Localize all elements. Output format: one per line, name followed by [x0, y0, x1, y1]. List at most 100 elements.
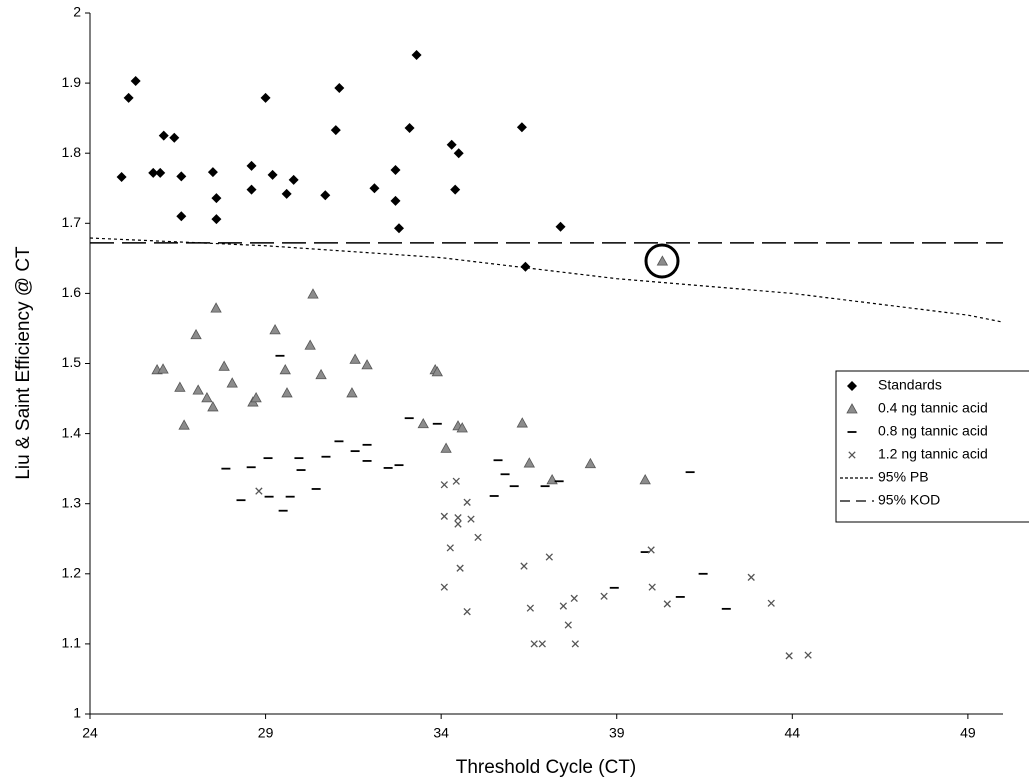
triangle-marker — [157, 363, 169, 374]
legend-label: 95% PB — [878, 469, 929, 485]
triangle-marker — [440, 442, 452, 453]
y-tick-label: 1.1 — [62, 635, 82, 651]
x-axis-title: Threshold Cycle (CT) — [456, 757, 637, 778]
cross-marker — [747, 573, 755, 581]
cross-marker — [255, 487, 263, 495]
triangle-marker — [656, 255, 669, 266]
cross-marker — [663, 600, 671, 608]
triangle-marker — [226, 377, 238, 388]
diamond-marker — [246, 184, 257, 195]
x-tick-label: 44 — [785, 725, 801, 741]
diamond-marker — [520, 261, 531, 272]
diamond-marker — [130, 75, 141, 86]
diamond-marker — [394, 223, 405, 234]
x-tick-label: 39 — [609, 725, 625, 741]
diamond-marker — [158, 130, 169, 141]
diamond-marker — [281, 188, 292, 199]
cross-marker — [440, 583, 448, 591]
cross-marker — [440, 481, 448, 489]
triangle-marker — [192, 384, 204, 395]
diamond-marker — [169, 132, 180, 143]
diamond-marker — [847, 381, 857, 391]
legend-label: 1.2 ng tannic acid — [878, 446, 988, 462]
triangle-marker — [456, 422, 468, 433]
diamond-marker — [211, 193, 222, 204]
y-axis-title: Liu & Saint Efficiency @ CT — [13, 246, 34, 480]
y-tick-label: 1 — [73, 705, 81, 721]
diamond-marker — [390, 195, 401, 206]
triangle-marker — [304, 339, 316, 350]
diamond-marker — [176, 211, 187, 222]
highlight-circle — [644, 243, 680, 279]
diamond-marker — [123, 92, 134, 103]
cross-marker — [452, 477, 460, 485]
triangle-marker — [279, 363, 291, 375]
triangle-marker — [546, 474, 558, 485]
diamond-marker — [334, 83, 345, 94]
triangle-marker — [210, 302, 222, 313]
cross-marker — [767, 599, 775, 607]
triangle-marker — [250, 392, 262, 403]
diamond-marker — [330, 125, 341, 136]
cross-marker — [570, 594, 578, 602]
reference-line — [89, 237, 1004, 323]
diamond-marker — [207, 167, 218, 178]
cross-marker — [463, 498, 471, 506]
triangle-marker — [174, 381, 186, 392]
triangle-marker — [201, 392, 213, 403]
y-tick-label: 1.9 — [62, 74, 82, 90]
cross-marker — [559, 602, 568, 610]
cross-marker — [538, 640, 546, 648]
diamond-marker — [369, 183, 380, 194]
cross-marker — [456, 564, 464, 572]
cross-marker — [454, 514, 462, 522]
x-tick-label: 29 — [258, 725, 274, 741]
cross-marker — [467, 515, 475, 523]
diamond-marker — [211, 214, 222, 225]
triangle-marker — [846, 403, 858, 414]
x-tick-label: 49 — [960, 725, 976, 741]
triangle-marker — [516, 417, 528, 428]
cross-marker — [848, 451, 856, 459]
y-tick-label: 1.6 — [62, 284, 82, 300]
triangle-marker — [207, 401, 219, 412]
diamond-marker — [450, 184, 461, 195]
cross-marker — [474, 533, 482, 542]
cross-marker — [564, 621, 572, 629]
diamond-marker — [320, 190, 331, 201]
cross-marker — [520, 562, 528, 570]
triangle-marker — [218, 360, 230, 371]
diamond-marker — [446, 139, 457, 150]
cross-marker — [463, 607, 471, 616]
triangle-marker — [431, 366, 443, 377]
cross-marker — [440, 512, 448, 520]
triangle-marker — [523, 457, 535, 468]
triangle-marker — [639, 474, 651, 485]
diamond-marker — [288, 174, 299, 185]
diamond-marker — [404, 122, 415, 133]
triangle-marker — [269, 324, 281, 335]
y-tick-label: 1.4 — [62, 424, 82, 440]
diamond-marker — [411, 50, 422, 61]
y-tick-label: 1.7 — [62, 214, 82, 230]
y-tick-label: 1.5 — [62, 354, 82, 370]
y-tick-label: 1.3 — [62, 494, 82, 510]
diamond-marker — [267, 169, 278, 180]
triangle-marker — [346, 387, 358, 398]
cross-marker — [785, 652, 793, 660]
legend-box — [835, 370, 1029, 523]
x-tick-label: 24 — [82, 725, 98, 741]
diamond-marker — [246, 160, 257, 171]
cross-marker — [545, 553, 553, 561]
triangle-marker — [315, 368, 327, 380]
x-tick-label: 34 — [433, 725, 449, 741]
triangle-marker — [178, 419, 190, 430]
diamond-marker — [390, 165, 401, 176]
cross-marker — [600, 592, 608, 600]
diamond-marker — [516, 122, 527, 133]
triangle-marker — [349, 353, 361, 364]
cross-marker — [454, 520, 462, 528]
cross-marker — [526, 604, 535, 612]
y-tick-label: 1.2 — [62, 565, 82, 581]
